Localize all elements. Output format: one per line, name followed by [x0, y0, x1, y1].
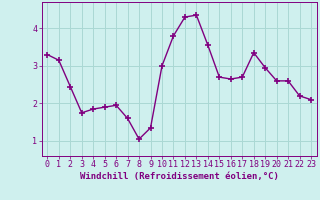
- X-axis label: Windchill (Refroidissement éolien,°C): Windchill (Refroidissement éolien,°C): [80, 172, 279, 181]
